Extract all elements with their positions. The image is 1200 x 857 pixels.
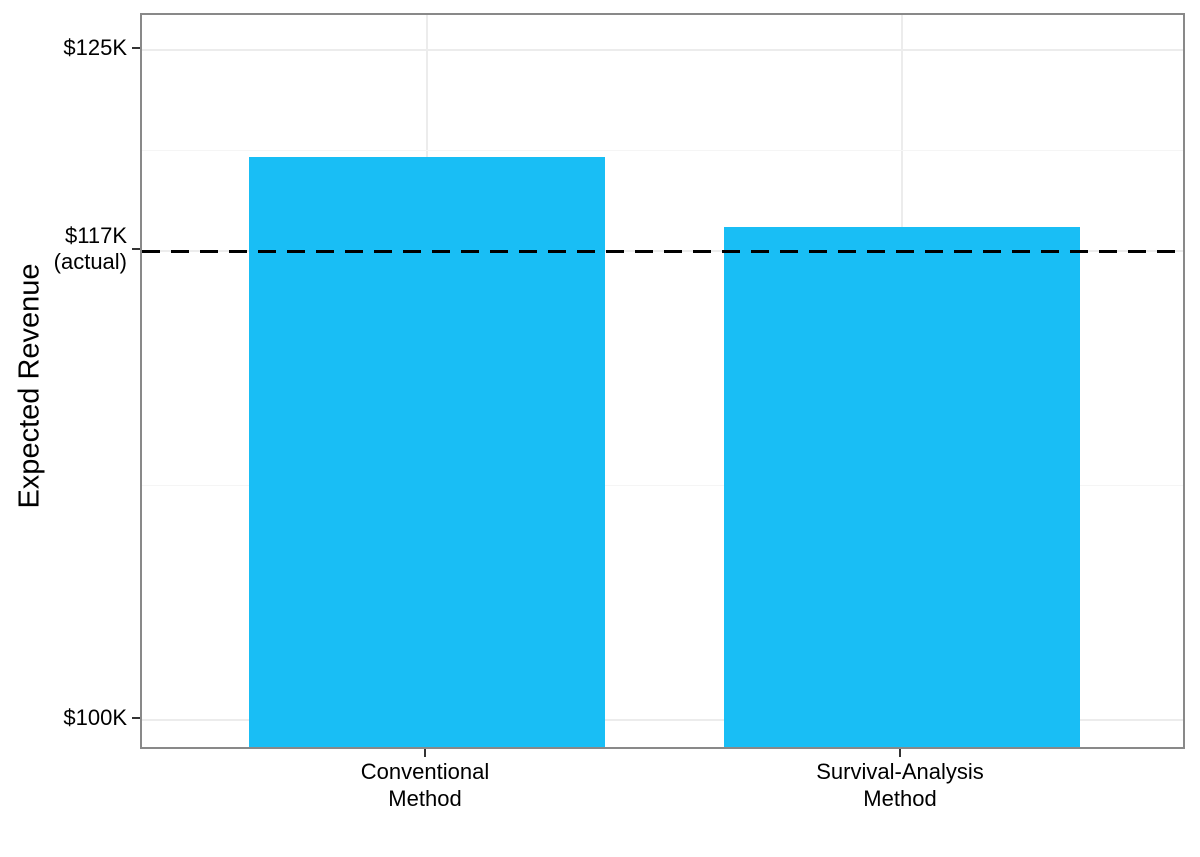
x-tick-label: Survival-Analysis Method (816, 759, 984, 811)
y-tick-label: $100K (63, 704, 127, 730)
y-tick-label: $117K (actual) (53, 223, 127, 275)
x-axis-tick (424, 749, 426, 757)
y-axis-tick (132, 248, 140, 251)
plot-panel (140, 13, 1185, 749)
actual-revenue-reference-line (142, 249, 1183, 253)
y-axis-tick (132, 716, 140, 719)
y-gridline-minor (142, 149, 1183, 152)
x-axis-tick (899, 749, 901, 757)
x-tick-label: Conventional Method (360, 759, 490, 811)
bar-survival-analysis-method (723, 226, 1081, 747)
y-axis-title: Expected Revenue (13, 263, 46, 509)
y-tick-label: $125K (63, 35, 127, 61)
y-gridline-major (142, 49, 1183, 52)
y-gridline-major (142, 718, 1183, 721)
bar-conventional-method (248, 157, 606, 747)
y-gridline-minor (142, 484, 1183, 487)
y-axis-tick (132, 47, 140, 50)
